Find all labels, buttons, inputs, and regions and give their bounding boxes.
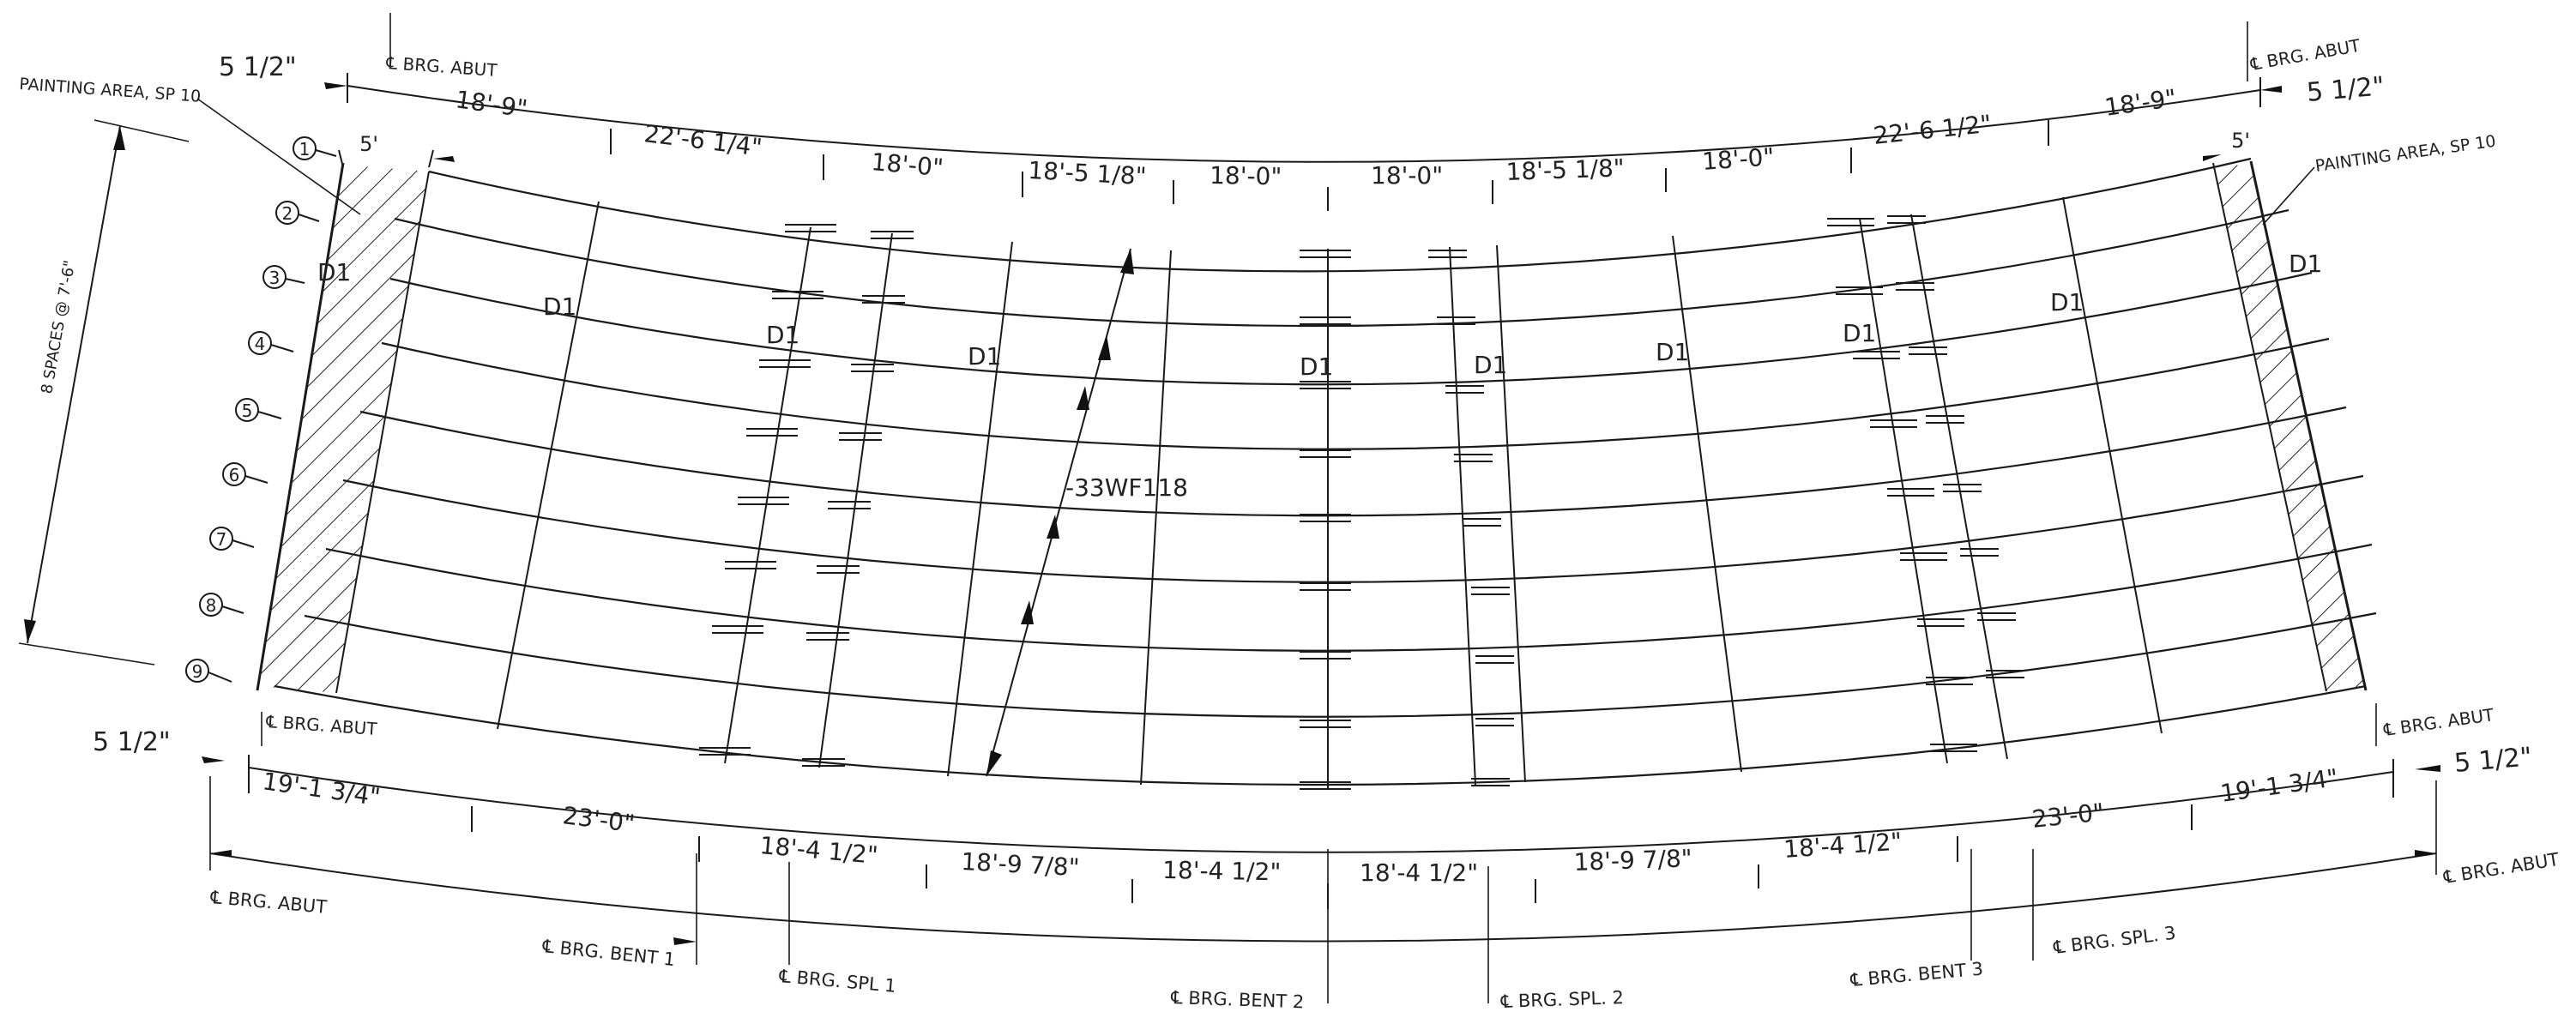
svg-text:6: 6 [229,465,240,485]
girder-line-5 [359,406,2347,517]
support-label-spl-3: ℄ BRG. SPL. 3 [2052,923,2177,958]
diaphragm-label: D1 [968,342,1001,370]
svg-text:5: 5 [242,401,253,421]
diaphragm-label: D1 [543,292,576,321]
girder-bubble-4: 4 [248,331,294,355]
svg-text:7: 7 [216,529,227,550]
support-label-spl-1: ℄ BRG. SPL 1 [778,966,897,997]
svg-text:1: 1 [299,139,311,160]
girder-line-6 [342,474,2364,583]
dim-top-10: 18'-9" [2102,84,2178,122]
bottom-dimension-chain: 5 1/2" 19'-1 3/4" 23'-0" 18'-4 1/2" 18'-… [93,727,2533,909]
dim-top-7: 18'-5 1/8" [1505,154,1625,186]
dim-bottom-7: 18'-9 7/8" [1573,844,1692,876]
girder-bubble-1: 1 [293,136,337,160]
dim-top-8: 18'-0" [1701,142,1775,176]
bottom-end-offset-right: 5 1/2" [2453,742,2533,779]
painting-area-right-hatch [2213,163,2366,691]
girder-bubbles: 1 2 3 4 5 6 7 8 9 [185,136,337,683]
top-end-offset-right: 5 1/2" [2306,71,2386,108]
top-end-offset: 5 1/2" [219,52,297,82]
girder-bubble-7: 7 [209,527,255,551]
girder-spacing-dimension: 8 SPACES @ 7'-6" [18,119,190,666]
girder-bubble-9: 9 [185,659,232,683]
dim-bottom-8: 18'-4 1/2" [1783,827,1903,864]
girder-lines [274,157,2377,786]
girder-line-3 [389,271,2313,386]
girder-bubble-8: 8 [199,593,244,617]
girder-line-7 [325,543,2373,652]
support-label-bent-2: ℄ BRG. BENT 2 [1170,987,1305,1012]
painting-area-note-left: PAINTING AREA, SP 10 [19,75,202,106]
abutment-labels-top: ℄ BRG. ABUT ℄ BRG. ABUT [385,13,2362,81]
bottom-end-offset: 5 1/2" [93,727,171,757]
svg-text:8: 8 [206,595,217,616]
support-label-abut-right: ℄ BRG. ABUT [2441,849,2561,888]
beam-callout: -33WF118 [986,248,1188,777]
painting-area-note-right: PAINTING AREA, SP 10 [2314,132,2497,176]
girder-bubble-5: 5 [235,398,282,422]
dim-top-9: 22'-6 1/2" [1872,110,1993,150]
diaphragm-lines [497,196,2163,789]
dim-top-1: 18'-9" [454,85,529,123]
diaphragm-label: D1 [1843,319,1876,347]
diaphragm-label: D1 [1656,338,1689,366]
dim-bottom-1: 19'-1 3/4" [261,767,382,811]
dim-bottom-6: 18'-4 1/2" [1360,858,1478,887]
diaphragm-labels: D1 D1 D1 D1 D1 D1 D1 D1 D1 D1 [317,250,2322,381]
girder-line-9 [274,684,2367,786]
diaphragm-label: D1 [317,258,351,286]
diaphragm-label: D1 [766,321,799,349]
dim-top-5: 18'-0" [1210,161,1282,190]
dim-bottom-2: 23'-0" [561,801,636,838]
abutment-lines [256,160,2368,691]
top-dimension-chain: 5 1/2" 18'-9" 22'-6 1/4" 18'-0" 18'-5 1/… [219,52,2386,211]
girder-line-2 [394,208,2289,328]
painting-areas [257,162,2366,694]
beam-label: -33WF118 [1065,473,1188,502]
support-label-bent-3: ℄ BRG. BENT 3 [1849,959,1984,991]
svg-text:3: 3 [269,268,281,288]
diaphragm-label: D1 [1300,352,1333,381]
painting-width-left: 5' [359,132,378,156]
abutment-bearing-label-left: ℄ BRG. ABUT [265,711,378,739]
girder-bubble-2: 2 [275,201,320,225]
girder-spacing-note: 8 SPACES @ 7'-6" [38,259,79,395]
abutment-bearing-label-right: ℄ BRG. ABUT [2381,704,2495,740]
dim-bottom-5: 18'-4 1/2" [1162,856,1282,886]
dim-bottom-4: 18'-9 7/8" [961,847,1081,882]
splice-marks [699,215,2024,790]
abutment-bearing-label-top-right: ℄ BRG. ABUT [2248,35,2362,75]
dim-bottom-10: 19'-1 3/4" [2218,763,2339,808]
dim-top-4: 18'-5 1/8" [1028,156,1148,190]
diaphragm-label: D1 [2050,288,2084,316]
girder-line-4 [381,337,2330,450]
svg-text:4: 4 [255,334,266,354]
support-label-bent-1: ℄ BRG. BENT 1 [540,936,676,970]
girder-bubble-3: 3 [262,265,305,289]
dim-bottom-9: 23'-0" [2030,798,2105,834]
girder-line-8 [304,611,2377,718]
diaphragm-label: D1 [2289,250,2322,278]
dim-top-2: 22'-6 1/4" [642,119,763,162]
painting-width-right: 5' [2231,129,2250,153]
diaphragm-label: D1 [1474,351,1507,379]
girder-line-1 [428,157,2252,273]
dim-top-3: 18'-0" [870,148,944,182]
dim-top-6: 18'-0" [1371,161,1443,190]
svg-text:2: 2 [282,203,293,224]
svg-text:9: 9 [192,661,203,682]
support-label-spl-2: ℄ BRG. SPL. 2 [1499,987,1624,1012]
support-bearing-dimension [209,776,2437,1003]
support-label-abut-left: ℄ BRG. ABUT [209,887,328,918]
girder-bubble-6: 6 [222,462,268,486]
abutment-bearing-label-top-left: ℄ BRG. ABUT [385,52,498,81]
